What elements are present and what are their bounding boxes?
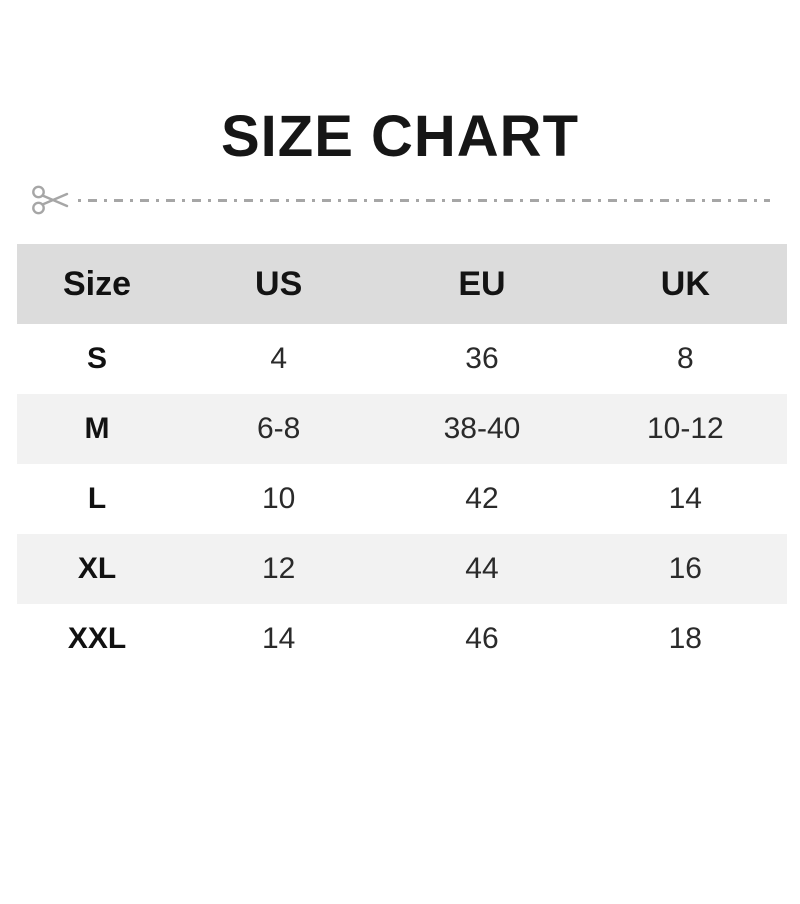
page-title: SIZE CHART xyxy=(221,104,579,169)
table-cell: 10-12 xyxy=(646,412,724,445)
column-header-uk: UK xyxy=(660,264,710,303)
dashed-cut-line xyxy=(78,198,770,202)
table-cell: 42 xyxy=(465,482,499,515)
size-chart-table: Size US EU UK S 4 36 8 M 6-8 38-40 10-12 L 10 42 14 XL 1… xyxy=(17,244,787,674)
size-label: L xyxy=(87,482,107,515)
table-cell: 46 xyxy=(465,622,499,655)
size-label: M xyxy=(84,412,110,445)
table-cell: 10 xyxy=(261,482,296,515)
table-row-m: M 6-8 38-40 10-12 xyxy=(17,394,787,464)
table-cell: 14 xyxy=(668,482,702,515)
scissors-icon xyxy=(32,185,69,215)
table-cell: 18 xyxy=(668,622,702,655)
table-row-s: S 4 36 8 xyxy=(17,324,787,394)
table-row-l: L 10 42 14 xyxy=(17,464,787,534)
table-cell: 8 xyxy=(676,342,694,375)
size-label: S xyxy=(86,342,107,375)
table-row-xxl: XXL 14 46 18 xyxy=(17,604,787,674)
column-header-eu: EU xyxy=(458,264,506,303)
table-header-row: Size US EU UK xyxy=(17,244,787,324)
size-label: XXL xyxy=(67,622,127,655)
table-cell: 4 xyxy=(270,342,287,375)
table-row-xl: XL 12 44 16 xyxy=(17,534,787,604)
cut-here-divider xyxy=(30,182,770,218)
table-cell: 38-40 xyxy=(443,412,521,445)
table-cell: 12 xyxy=(261,552,296,585)
size-label: XL xyxy=(77,552,117,585)
table-body: S 4 36 8 M 6-8 38-40 10-12 L 10 42 14 XL 12 44 16 XXL 14 4… xyxy=(17,324,787,674)
table-cell: 44 xyxy=(465,552,499,585)
table-cell: 6-8 xyxy=(256,412,301,445)
table-cell: 16 xyxy=(668,552,702,585)
table-cell: 14 xyxy=(261,622,296,655)
table-cell: 36 xyxy=(465,342,499,375)
column-header-us: US xyxy=(255,264,303,303)
column-header-size: Size xyxy=(62,264,132,303)
